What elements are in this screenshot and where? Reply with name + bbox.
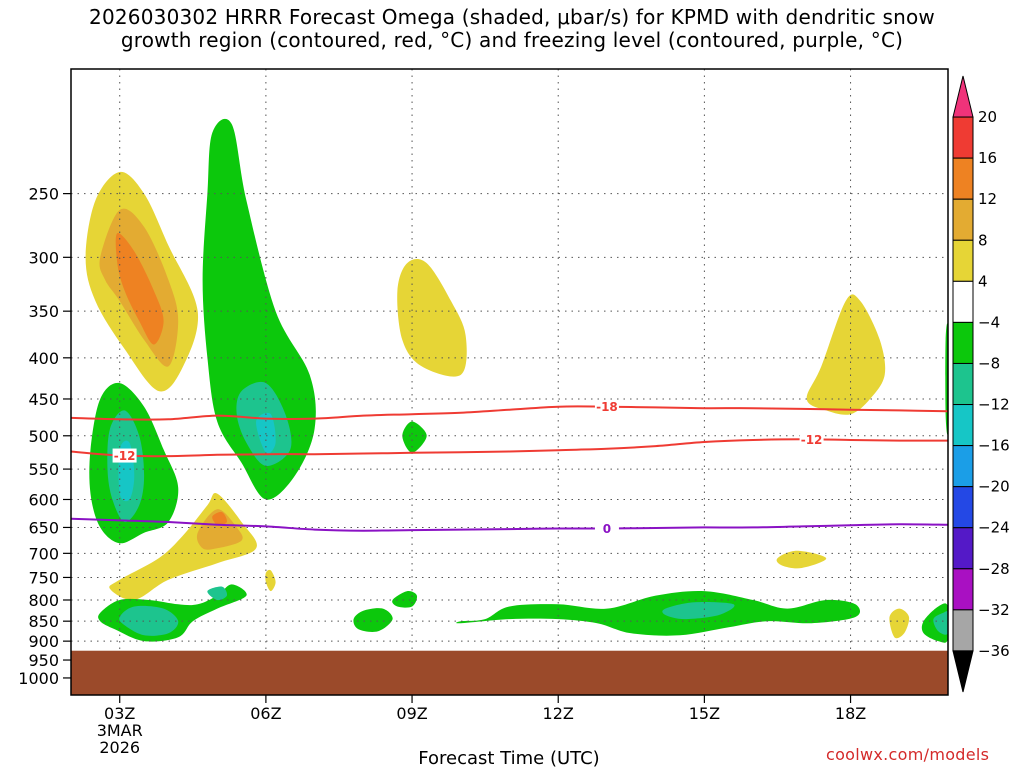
colorbar-label-0: 20 bbox=[978, 108, 997, 126]
contour-label-freezing-0-0: 0 bbox=[603, 522, 611, 536]
colorbar-label-12: −32 bbox=[978, 601, 1010, 619]
colorbar-label-2: 12 bbox=[978, 190, 997, 208]
x-tick-date-line: 3MAR bbox=[97, 721, 143, 740]
contour-dgz-18 bbox=[71, 405, 948, 421]
colorbar-label-6: −8 bbox=[978, 354, 1000, 372]
x-tick-label-06Z: 06Z bbox=[250, 704, 281, 723]
colorbar-label-9: −20 bbox=[978, 478, 1010, 496]
x-tick-label-03Z: 03Z bbox=[104, 704, 135, 723]
contour-label-bg-dgz-18-0 bbox=[594, 399, 619, 414]
contour-label-bg-dgz-12-1 bbox=[799, 432, 824, 447]
x-tick-label-18Z: 18Z bbox=[835, 704, 866, 723]
contour-label-dgz-12-1: -12 bbox=[801, 433, 823, 447]
chart-title: 2026030302 HRRR Forecast Omega (shaded, … bbox=[0, 6, 1024, 52]
y-tick-label-350: 350 bbox=[28, 302, 59, 321]
colorbar-label-5: −4 bbox=[978, 313, 1000, 331]
y-tick-label-650: 650 bbox=[28, 518, 59, 537]
colorbar-label-8: −16 bbox=[978, 437, 1010, 455]
omega-region-neg-09z-small bbox=[402, 421, 427, 453]
y-tick-label-300: 300 bbox=[28, 248, 59, 267]
site-credit: coolwx.com/models bbox=[826, 745, 990, 764]
y-tick-label-1000: 1000 bbox=[18, 669, 59, 688]
y-tick-label-800: 800 bbox=[28, 591, 59, 610]
omega-region-pos-mid-8 bbox=[196, 509, 243, 550]
contour-label-bg-dgz-12-0 bbox=[112, 448, 137, 463]
temperature-contours: -18 -12 -12 0 bbox=[71, 399, 948, 536]
omega-region-pos-mid-12 bbox=[212, 511, 228, 526]
omega-region-pos-19z bbox=[889, 608, 910, 639]
x-axis-label: Forecast Time (UTC) bbox=[418, 748, 599, 768]
omega-region-neg-low-left-8 bbox=[119, 605, 179, 636]
colorbar-bin-12 bbox=[952, 568, 974, 611]
y-tick-label-450: 450 bbox=[28, 390, 59, 409]
colorbar-label-4: 4 bbox=[978, 272, 988, 290]
colorbar-label-3: 8 bbox=[978, 231, 988, 249]
y-tick-label-750: 750 bbox=[28, 568, 59, 587]
omega-region-pos-upper-12 bbox=[115, 232, 164, 345]
chart-title-line2: growth region (contoured, red, °C) and f… bbox=[120, 28, 904, 52]
colorbar-bin-6 bbox=[952, 321, 974, 364]
omega-region-neg-0900 bbox=[392, 590, 418, 608]
omega-region-neg-0850 bbox=[353, 608, 393, 632]
colorbar-bin-7 bbox=[952, 362, 974, 406]
chart-title-line1: 2026030302 HRRR Forecast Omega (shaded, … bbox=[89, 5, 935, 29]
x-tick-label-15Z: 15Z bbox=[689, 704, 720, 723]
y-tick-label-700: 700 bbox=[28, 544, 59, 563]
colorbar-label-13: −36 bbox=[978, 642, 1010, 660]
y-tick-label-550: 550 bbox=[28, 460, 59, 479]
omega-region-neg-right-edge-8 bbox=[933, 611, 948, 635]
x-tick-label-12Z: 12Z bbox=[543, 704, 574, 723]
y-tick-label-600: 600 bbox=[28, 490, 59, 509]
omega-region-pos-09z bbox=[397, 258, 467, 377]
y-tick-label-400: 400 bbox=[28, 349, 59, 368]
x-tick-year-line: 2026 bbox=[99, 738, 140, 757]
omega-region-neg-low-left-b bbox=[207, 586, 228, 601]
contour-label-dgz-12-0: -12 bbox=[114, 449, 136, 463]
colorbar-bin-4 bbox=[952, 239, 974, 282]
colorbar-bin-9 bbox=[952, 445, 974, 488]
y-tick-label-950: 950 bbox=[28, 651, 59, 670]
colorbar-label-1: 16 bbox=[978, 149, 997, 167]
y-tick-label-850: 850 bbox=[28, 612, 59, 631]
colorbar-label-11: −28 bbox=[978, 560, 1010, 578]
y-tick-label-900: 900 bbox=[28, 632, 59, 651]
colorbar-label-7: −12 bbox=[978, 396, 1010, 414]
colorbar-label-10: −24 bbox=[978, 519, 1010, 537]
omega-region-neg-low-mid bbox=[456, 590, 861, 636]
omega-region-pos-0610 bbox=[265, 569, 276, 592]
omega-region-neg-low-mid-8 bbox=[662, 601, 735, 620]
y-tick-label-250: 250 bbox=[28, 185, 59, 204]
colorbar-bin-10 bbox=[952, 486, 974, 529]
colorbar-bin-3 bbox=[952, 198, 974, 241]
contour-freezing-0 bbox=[71, 517, 948, 532]
colorbar: 20 16 12 8 4 −4 −8 −12 −16 −20 −24 −28 −32 −36 bbox=[952, 75, 1010, 693]
ground-surface bbox=[71, 650, 948, 695]
colorbar-bin-5 bbox=[952, 280, 974, 323]
colorbar-bin-2 bbox=[952, 157, 974, 200]
plot-frame bbox=[70, 68, 949, 696]
colorbar-bin-8 bbox=[952, 404, 974, 447]
x-tick-label-09Z: 09Z bbox=[396, 704, 427, 723]
omega-shading bbox=[85, 118, 948, 643]
colorbar-bin-13 bbox=[952, 609, 974, 652]
contour-label-bg-freezing-0-0 bbox=[594, 521, 619, 536]
omega-region-neg-upper-col bbox=[202, 118, 316, 500]
omega-region-pos-17z bbox=[776, 550, 827, 569]
colorbar-bin-11 bbox=[952, 527, 974, 570]
colorbar-bin-14 bbox=[952, 650, 974, 693]
colorbar-bin-0 bbox=[952, 75, 974, 118]
omega-region-pos-18z bbox=[806, 294, 886, 415]
y-tick-label-500: 500 bbox=[28, 427, 59, 446]
contour-label-dgz-18-0: -18 bbox=[596, 400, 618, 414]
colorbar-bin-1 bbox=[952, 116, 974, 159]
y-axis: 2503003504004505005506006507007508008509… bbox=[18, 185, 71, 688]
gridlines bbox=[71, 69, 948, 695]
